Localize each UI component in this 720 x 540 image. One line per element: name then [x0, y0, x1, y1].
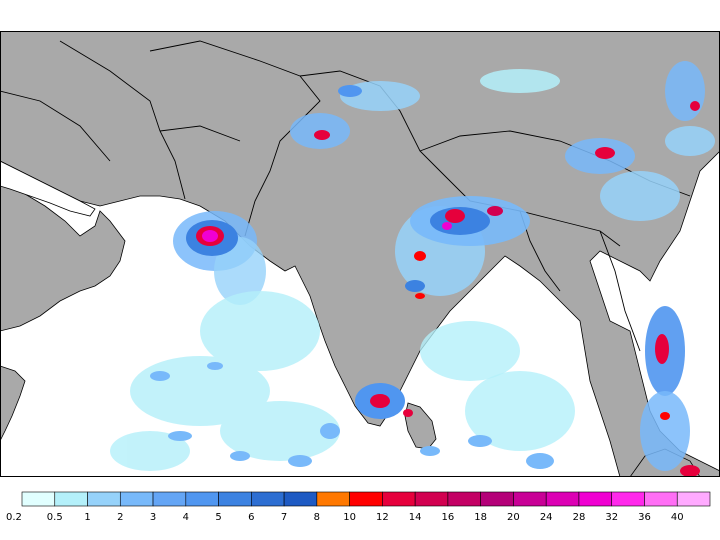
tibet-rainfall — [480, 61, 715, 221]
precipitation-colorbar: 0.2 0.5 1 2 3 4 5 6 7 8 10 12 14 16 18 20 24 28 32 36 40 — [6, 491, 711, 523]
gulf-waters — [0, 160, 96, 217]
colorbar-label: 14 — [409, 512, 422, 523]
colorbar-label: 20 — [507, 512, 520, 523]
arabian-sea-drizzle — [110, 291, 340, 471]
colorbar-label: 40 — [671, 512, 684, 523]
colorbar-swatch — [152, 491, 187, 507]
colorbar-swatch — [218, 491, 252, 507]
country-borders — [0, 40, 691, 352]
south-rainfall — [355, 321, 575, 469]
colorbar-swatch — [251, 491, 285, 507]
colorbar-label: 8 — [314, 512, 320, 523]
colorbar-swatch — [382, 491, 416, 507]
colorbar-swatch — [185, 491, 219, 507]
colorbar-swatch — [349, 491, 383, 507]
colorbar-label: 10 — [343, 512, 356, 523]
colorbar-label: 28 — [573, 512, 586, 523]
colorbar-swatch — [119, 491, 154, 507]
colorbar-swatch — [447, 491, 481, 507]
colorbar-swatch — [545, 491, 580, 507]
colorbar-boxes — [21, 491, 711, 507]
colorbar-label: 12 — [376, 512, 389, 523]
colorbar-swatch — [87, 491, 121, 507]
colorbar-swatch — [54, 491, 88, 507]
colorbar-label: 16 — [442, 512, 455, 523]
colorbar-swatch — [21, 491, 56, 507]
colorbar-swatch — [578, 491, 613, 507]
precipitation-map — [0, 31, 720, 477]
colorbar-label: 0.5 — [47, 512, 63, 523]
colorbar-swatch — [414, 491, 449, 507]
colorbar-label: 18 — [474, 512, 487, 523]
colorbar-swatch — [283, 491, 318, 507]
colorbar-label: 5 — [215, 512, 221, 523]
arabian-sea-showers — [150, 362, 340, 467]
colorbar-swatch — [480, 491, 514, 507]
colorbar-swatch — [611, 491, 645, 507]
colorbar-swatch — [513, 491, 547, 507]
precip-layer — [110, 61, 715, 477]
colorbar-label: 7 — [281, 512, 287, 523]
colorbar-labels: 0.2 0.5 1 2 3 4 5 6 7 8 10 12 14 16 18 20 24 28 32 36 40 — [6, 512, 684, 523]
colorbar-label: 4 — [183, 512, 189, 523]
myanmar-rainfall — [640, 306, 700, 477]
persian-gulf — [0, 160, 96, 217]
colorbar-swatch — [676, 491, 711, 507]
colorbar-label: 6 — [248, 512, 254, 523]
colorbar-swatch — [644, 491, 678, 507]
colorbar-label: 32 — [605, 512, 618, 523]
arabian-sea-cyclone — [173, 211, 266, 305]
colorbar-label: 3 — [150, 512, 156, 523]
colorbar-swatch — [316, 491, 350, 507]
india-rainfall — [395, 196, 530, 299]
colorbar-label: 2 — [117, 512, 123, 523]
colorbar-label: 36 — [638, 512, 651, 523]
north-rainfall — [290, 81, 420, 149]
colorbar-label: 24 — [540, 512, 553, 523]
arabian-peninsula — [0, 180, 126, 332]
colorbar-label: 0.2 — [6, 512, 22, 523]
mainland-asia — [0, 31, 720, 477]
colorbar-label: 1 — [84, 512, 90, 523]
